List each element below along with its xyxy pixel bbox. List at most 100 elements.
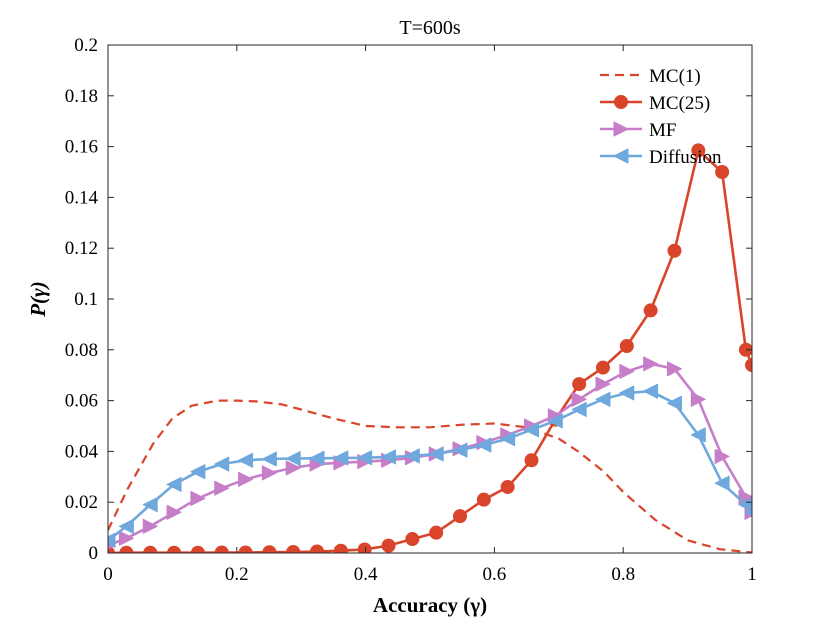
data-point-mf [238,471,254,487]
data-point-diffusion [452,442,468,458]
data-point-diffusion [190,464,206,480]
data-point-mc-25 [357,542,372,553]
data-point-mf [595,376,611,392]
data-point-diffusion [714,475,730,491]
data-point-mc-25 [429,525,444,540]
data-point-mc-25 [595,360,610,375]
legend-label: MC(1) [649,66,701,87]
data-point-mc-25 [381,538,396,553]
y-tick-label: 0.16 [65,137,98,158]
data-point-diffusion [643,383,659,399]
data-point-mf [190,490,206,506]
x-tick-label: 0.6 [483,564,507,585]
legend-marker [613,148,629,164]
data-point-mf [285,460,301,476]
y-tick-label: 0.08 [65,340,98,361]
data-point-mc-25 [667,243,682,258]
data-point-mc-25 [453,509,468,524]
data-point-mc-25 [738,342,752,357]
data-point-diffusion [108,532,116,548]
data-point-diffusion [547,413,563,429]
data-point-diffusion [595,391,611,407]
axis-ticks-group: 0 0.2 0.4 0.6 0.8 1 0 0.02 0.04 0.06 0.08 0.1 0.12 0.… [65,35,757,585]
data-point-diffusion [404,448,420,464]
legend-marker [614,95,628,109]
data-point-mc-25 [310,544,325,553]
data-point-mc-25 [500,479,515,494]
data-point-diffusion [309,450,325,466]
series-mc-1 [108,399,752,553]
data-point-diffusion [118,518,134,534]
y-tick-label: 0.02 [65,492,98,513]
data-point-mc-25 [214,545,229,553]
data-point-diffusion [261,451,277,467]
data-point-mf [666,361,682,377]
plot-series-group [108,143,752,553]
data-point-mc-25 [333,543,348,553]
legend: MC(1) MC(25) MF Diffusion [600,66,722,168]
data-point-diffusion [500,431,516,447]
legend-label: MF [649,120,676,141]
data-point-diffusion [619,385,635,401]
legend-marker [613,121,629,137]
data-point-diffusion [666,395,682,411]
data-point-diffusion [357,450,373,466]
data-point-mf [166,504,182,520]
data-point-mf [142,518,158,534]
y-tick-label: 0.06 [65,391,98,412]
x-tick-label: 0.4 [354,564,378,585]
data-point-mf [118,530,134,546]
data-point-mf [619,363,635,379]
legend-item-mc-1: MC(1) [600,66,701,87]
legend-label: Diffusion [649,147,722,168]
series-line-mc-1 [108,399,752,553]
data-point-diffusion [166,476,182,492]
y-tick-label: 0.2 [74,35,98,56]
data-point-diffusion [238,452,254,468]
data-point-mf [214,480,230,496]
data-point-mc-25 [691,143,706,158]
y-axis-label: P(γ) [26,281,50,318]
y-tick-label: 0.18 [65,86,98,107]
data-point-mc-25 [643,303,658,318]
data-point-mc-25 [476,492,491,507]
y-tick-label: 0.1 [74,289,98,310]
x-tick-label: 0.2 [225,564,249,585]
legend-item-diffusion: Diffusion [600,147,722,168]
x-tick-label: 1 [747,564,757,585]
chart-title: T=600s [399,17,460,39]
data-point-mc-25 [745,358,752,373]
series-diffusion [108,383,752,548]
data-point-mc-25 [715,165,730,179]
x-axis-label: Accuracy (γ) [373,593,487,617]
data-point-mc-25 [619,338,634,353]
data-point-mc-25 [262,545,277,553]
data-point-mf [643,356,659,372]
y-tick-label: 0 [89,543,99,564]
data-point-mc-25 [286,544,301,553]
data-point-diffusion [214,456,230,472]
data-point-mf [714,448,730,464]
data-point-mc-25 [405,532,420,547]
x-tick-label: 0.8 [611,564,635,585]
data-point-diffusion [744,508,752,517]
data-point-diffusion [142,497,158,513]
data-point-diffusion [523,422,539,438]
data-point-mc-25 [238,545,253,553]
data-point-diffusion [333,450,349,466]
data-point-diffusion [428,446,444,462]
x-tick-label: 0 [103,564,113,585]
data-point-mc-25 [572,377,587,392]
data-point-mf [571,391,587,407]
y-tick-label: 0.12 [65,238,98,259]
y-tick-label: 0.04 [65,441,99,462]
legend-label: MC(25) [649,93,710,114]
data-point-mf [261,465,277,481]
data-point-diffusion [738,497,752,512]
data-point-diffusion [690,427,706,443]
legend-item-mf: MF [600,120,676,141]
data-point-diffusion [476,437,492,453]
legend-item-mc-25: MC(25) [600,93,710,114]
